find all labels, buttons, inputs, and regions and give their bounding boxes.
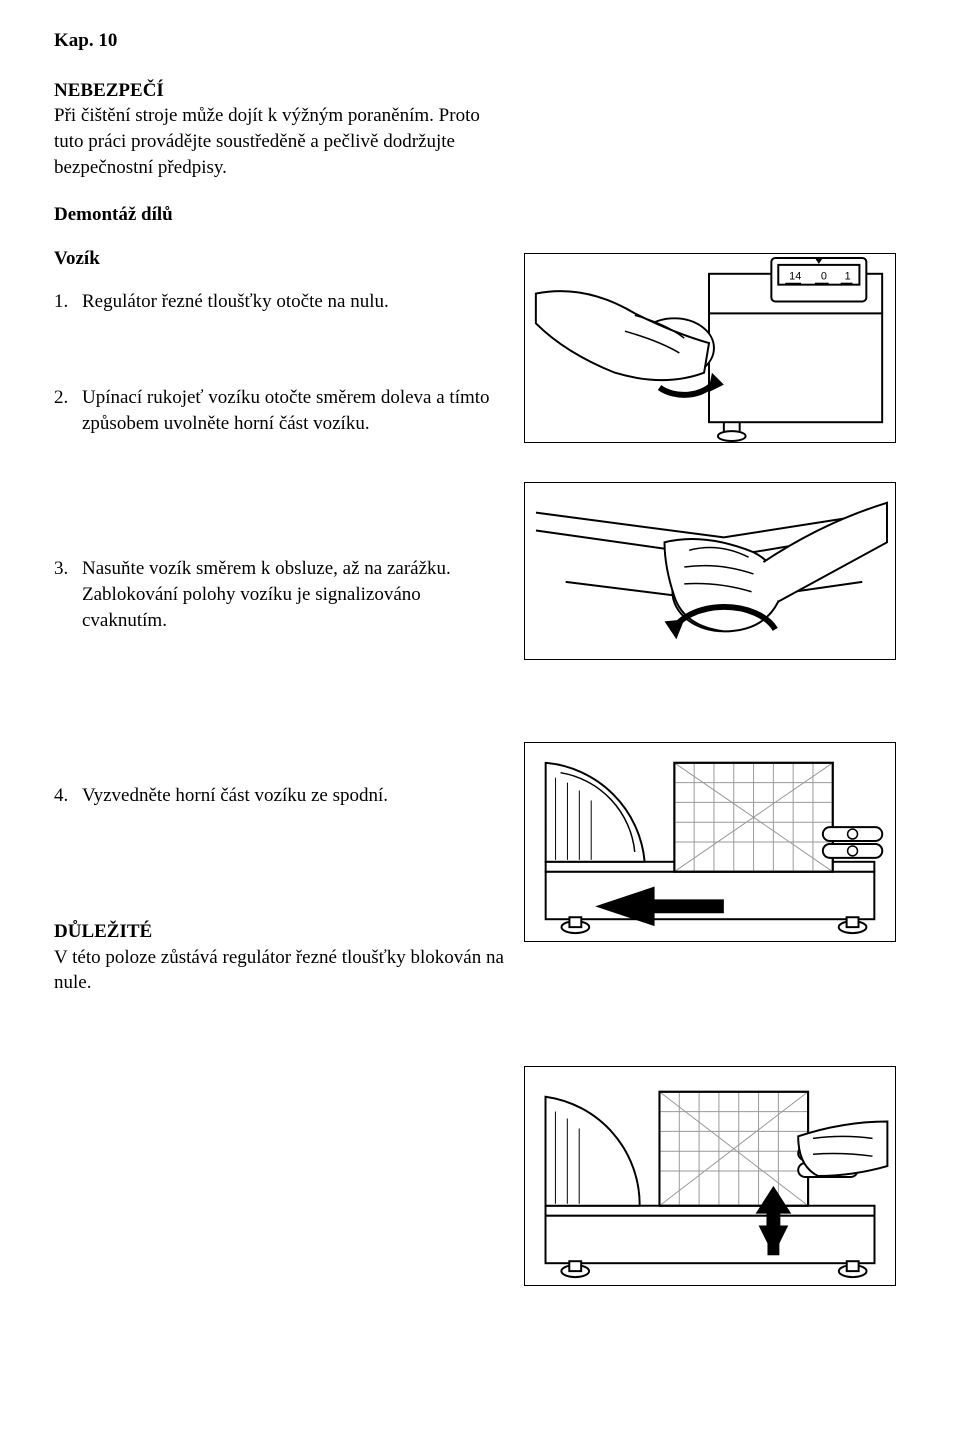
- step-1: 1. Regulátor řezné tloušťky otočte na nu…: [54, 289, 504, 315]
- step-list: 1. Regulátor řezné tloušťky otočte na nu…: [54, 289, 504, 315]
- danger-block: NEBEZPEČÍ Při čištění stroje může dojít …: [54, 78, 504, 181]
- spacer: [54, 436, 504, 556]
- chapter-label: Kap. 10: [54, 28, 504, 54]
- step-text: Upínací rukojeť vozíku otočte směrem dol…: [82, 385, 504, 436]
- important-heading: DŮLEŽITÉ: [54, 919, 504, 945]
- illustration-4: [524, 1066, 896, 1286]
- step-3: 3. Nasuňte vozík směrem k obsluze, až na…: [54, 556, 504, 633]
- illustration-3: [524, 742, 896, 942]
- step-text: Regulátor řezné tloušťky otočte na nulu.: [82, 289, 504, 315]
- step-list: 2. Upínací rukojeť vozíku otočte směrem …: [54, 385, 504, 436]
- spacer: [54, 633, 504, 783]
- illustration-column: 14 0 1: [524, 28, 906, 996]
- sub-heading: Vozík: [54, 246, 504, 272]
- step-number: 3.: [54, 556, 82, 633]
- step-text: Nasuňte vozík směrem k obsluze, až na za…: [82, 556, 504, 633]
- danger-heading: NEBEZPEČÍ: [54, 78, 504, 104]
- page: Kap. 10 NEBEZPEČÍ Při čištění stroje můž…: [54, 28, 906, 996]
- step-2: 2. Upínací rukojeť vozíku otočte směrem …: [54, 385, 504, 436]
- important-text: V této poloze zůstává regulátor řezné tl…: [54, 945, 504, 996]
- step-number: 4.: [54, 783, 82, 809]
- step-number: 2.: [54, 385, 82, 436]
- danger-text: Při čištění stroje může dojít k výžným p…: [54, 103, 504, 180]
- svg-text:1: 1: [845, 271, 851, 283]
- svg-text:0: 0: [821, 271, 827, 283]
- step-list: 3. Nasuňte vozík směrem k obsluze, až na…: [54, 556, 504, 633]
- disassembly-heading: Demontáž dílů: [54, 202, 504, 228]
- step-4: 4. Vyzvedněte horní část vozíku ze spodn…: [54, 783, 504, 809]
- important-block: DŮLEŽITÉ V této poloze zůstává regulátor…: [54, 919, 504, 996]
- step-list: 4. Vyzvedněte horní část vozíku ze spodn…: [54, 783, 504, 809]
- illustration-1: 14 0 1: [524, 253, 896, 443]
- spacer: [54, 809, 504, 919]
- spacer: [54, 315, 504, 385]
- illustration-2: [524, 482, 896, 660]
- svg-text:14: 14: [789, 271, 801, 283]
- text-column: Kap. 10 NEBEZPEČÍ Při čištění stroje můž…: [54, 28, 504, 996]
- step-text: Vyzvedněte horní část vozíku ze spodní.: [82, 783, 504, 809]
- step-number: 1.: [54, 289, 82, 315]
